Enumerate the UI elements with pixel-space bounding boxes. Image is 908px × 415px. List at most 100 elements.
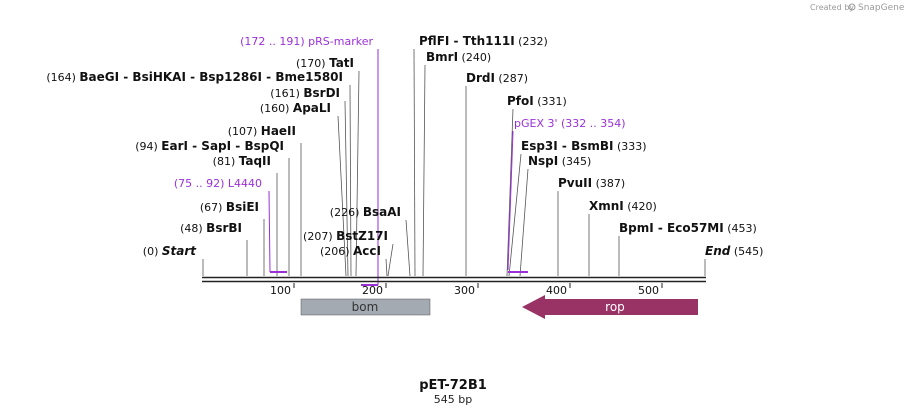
- site-label-esp3i[interactable]: Esp3I - BsmBI (333): [521, 139, 647, 153]
- site-position: (0): [143, 245, 162, 258]
- site-position: (333): [613, 140, 646, 153]
- bom-feature-box[interactable]: [300, 298, 431, 316]
- primer-label-l4440[interactable]: (75 .. 92) L4440: [174, 177, 262, 190]
- site-label-pflfi[interactable]: PflFI - Tth111I (232): [419, 34, 548, 48]
- feature-bom[interactable]: bom: [300, 298, 431, 316]
- site-label-bmri[interactable]: BmrI (240): [426, 50, 491, 64]
- site-label-eari[interactable]: (94) EarI - SapI - BspQI: [135, 139, 284, 153]
- site-name: BsiEI: [226, 200, 259, 214]
- site-label-taqii[interactable]: (81) TaqII: [213, 154, 271, 168]
- site-name: End: [705, 244, 731, 258]
- site-name: AccI: [353, 244, 381, 258]
- site-name: PflFI - Tth111I: [419, 34, 515, 48]
- ruler-tick-label: 100: [270, 284, 291, 297]
- site-label-bsrbi[interactable]: (48) BsrBI: [180, 221, 242, 235]
- sequence-end-label[interactable]: End (545): [705, 244, 763, 258]
- plasmid-name: pET-72B1: [419, 378, 487, 393]
- site-leader-tati: [355, 70, 360, 277]
- bom-feature-label: bom: [352, 300, 379, 314]
- site-position: (345): [558, 155, 591, 168]
- snapgene-logo-icon: [848, 3, 856, 11]
- site-label-haeii[interactable]: (107) HaeII: [228, 124, 296, 138]
- primer-label-pgex-3[interactable]: pGEX 3' (332 .. 354): [514, 117, 626, 130]
- ruler: 100 200 300 400 500: [270, 283, 663, 297]
- site-label-apali[interactable]: (160) ApaLI: [260, 101, 331, 115]
- site-position: (206): [320, 245, 353, 258]
- rop-feature-label: rop: [605, 300, 625, 314]
- site-position: (545): [730, 245, 763, 258]
- site-leader-acci: [385, 258, 388, 277]
- site-name: TaqII: [239, 154, 271, 168]
- sequence-start-label[interactable]: (0) Start: [143, 244, 197, 258]
- site-name: BsrBI: [206, 221, 242, 235]
- site-label-xmni[interactable]: XmnI (420): [589, 199, 657, 213]
- site-position: (107): [228, 125, 261, 138]
- primer-range: (172 .. 191): [240, 35, 308, 48]
- site-name: BpmI - Eco57MI: [619, 221, 724, 235]
- site-name: PfoI: [507, 94, 534, 108]
- site-label-bstz17i[interactable]: (207) BstZ17I: [303, 229, 388, 243]
- site-leader-bstz17i: [387, 243, 394, 277]
- site-position: (161): [270, 87, 303, 100]
- site-position: (331): [534, 95, 567, 108]
- site-position: (240): [458, 51, 491, 64]
- site-label-bpmi[interactable]: BpmI - Eco57MI (453): [619, 221, 757, 235]
- site-position: (287): [495, 72, 528, 85]
- snapgene-credit: Created by SnapGene: [810, 3, 905, 13]
- site-position: (387): [592, 177, 625, 190]
- site-position: (453): [724, 222, 757, 235]
- primer-range: (332 .. 354): [558, 117, 626, 130]
- site-label-nspi[interactable]: NspI (345): [528, 154, 591, 168]
- primer-name: pGEX 3': [514, 117, 558, 130]
- site-name: XmnI: [589, 199, 624, 213]
- site-label-pvuii[interactable]: PvuII (387): [558, 176, 625, 190]
- primer-leader-l4440: [268, 190, 271, 273]
- ruler-tick-label: 400: [546, 284, 567, 297]
- ruler-tick-label: 300: [454, 284, 475, 297]
- site-leader-bsaai: [405, 219, 411, 277]
- site-position: (94): [135, 140, 161, 153]
- site-label-drdi[interactable]: DrdI (287): [466, 71, 528, 85]
- sequence-backbone: [202, 276, 706, 283]
- site-name: Start: [162, 244, 197, 258]
- site-leader-apali: [337, 115, 347, 277]
- site-leader-pflfi: [413, 48, 416, 277]
- primer-range: (75 .. 92): [174, 177, 228, 190]
- credit-brand: SnapGene: [858, 3, 905, 13]
- primer-name: L4440: [228, 177, 262, 190]
- site-position: (48): [180, 222, 206, 235]
- site-name: BaeGI - BsiHKAI - Bsp1286I - Bme1580I: [79, 70, 343, 84]
- site-label-bsiei[interactable]: (67) BsiEI: [200, 200, 259, 214]
- site-label-bsrdi[interactable]: (161) BsrDI: [270, 86, 340, 100]
- site-name: TatI: [329, 56, 354, 70]
- site-position: (232): [515, 35, 548, 48]
- site-position: (170): [296, 57, 329, 70]
- site-label-baegi[interactable]: (164) BaeGI - BsiHKAI - Bsp1286I - Bme15…: [46, 70, 343, 84]
- credit-prefix: Created by: [810, 3, 854, 12]
- site-name: EarI - SapI - BspQI: [161, 139, 284, 153]
- site-label-tati[interactable]: (170) TatI: [296, 56, 354, 70]
- site-label-acci[interactable]: (206) AccI: [320, 244, 381, 258]
- site-name: BmrI: [426, 50, 458, 64]
- site-position: (160): [260, 102, 293, 115]
- feature-rop[interactable]: rop: [522, 295, 698, 319]
- site-labels: (48) BsrBI(67) BsiEI(81) TaqII(94) EarI …: [46, 34, 763, 258]
- site-leader-baegi: [349, 84, 352, 277]
- primer-label-prs-marker[interactable]: (172 .. 191) pRS-marker: [240, 35, 373, 48]
- site-label-bsaai[interactable]: (226) BsaAI: [330, 205, 401, 219]
- site-position: (226): [330, 206, 363, 219]
- primer-leader-pgex-3: [507, 130, 514, 271]
- site-name: Esp3I - BsmBI: [521, 139, 613, 153]
- rop-feature-arrow[interactable]: [522, 295, 698, 319]
- site-leader-nspi: [519, 168, 529, 277]
- site-label-pfoi[interactable]: PfoI (331): [507, 94, 567, 108]
- site-leader-bsrdi: [344, 100, 349, 277]
- primer-name: pRS-marker: [308, 35, 373, 48]
- site-name: HaeII: [261, 124, 296, 138]
- ruler-tick-label: 200: [362, 284, 383, 297]
- site-name: ApaLI: [293, 101, 331, 115]
- ruler-tick-label: 500: [638, 284, 659, 297]
- site-position: (207): [303, 230, 336, 243]
- plasmid-length: 545 bp: [434, 393, 472, 406]
